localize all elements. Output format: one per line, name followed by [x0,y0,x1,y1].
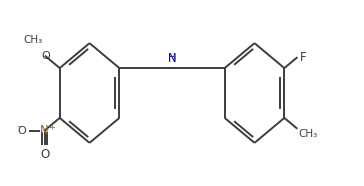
Text: O: O [41,51,50,61]
Text: H: H [169,53,176,63]
Text: CH₃: CH₃ [298,129,318,139]
Text: CH₃: CH₃ [24,35,43,45]
Text: N: N [168,52,177,65]
Text: +: + [48,123,55,132]
Text: F: F [300,51,306,64]
Text: O: O [18,126,27,136]
Text: N: N [40,124,49,137]
Text: O: O [40,148,49,161]
Text: ⁻: ⁻ [16,125,21,135]
